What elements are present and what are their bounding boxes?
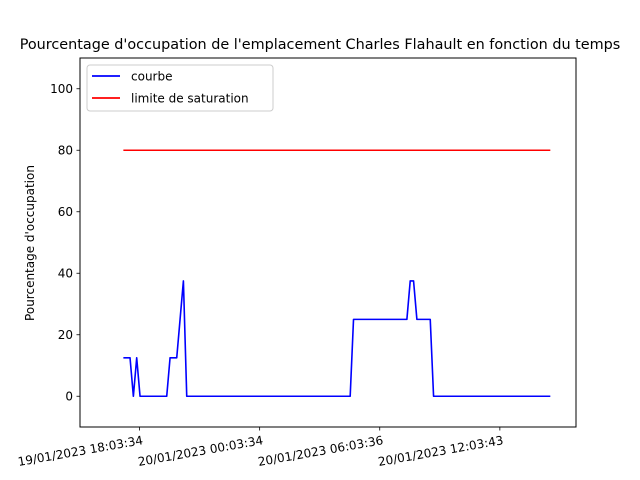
y-tick-label-40: 40	[58, 267, 73, 281]
y-tick-label-80: 80	[58, 144, 73, 158]
chart-title: Pourcentage d'occupation de l'emplacemen…	[20, 37, 621, 53]
x-tick-label-3: 20/01/2023 12:03:43	[377, 433, 504, 469]
y-tick-label-20: 20	[58, 328, 73, 342]
y-tick-label-60: 60	[58, 205, 73, 219]
legend-label-courbe: courbe	[131, 70, 172, 84]
x-tick-label-0: 19/01/2023 18:03:34	[17, 433, 144, 469]
axes-frame	[79, 57, 577, 428]
x-tick-label-2: 20/01/2023 06:03:36	[257, 433, 384, 469]
legend-box	[86, 64, 274, 112]
y-tick-label-0: 0	[65, 390, 73, 404]
y-tick-label-100: 100	[50, 82, 73, 96]
legend: courbe limite de saturation	[86, 64, 274, 112]
series-line-courbe	[123, 280, 551, 398]
y-axis-label: Pourcentage d'occupation	[23, 165, 37, 321]
x-tick-label-1: 20/01/2023 00:03:34	[137, 433, 264, 469]
legend-label-limite: limite de saturation	[131, 92, 249, 106]
